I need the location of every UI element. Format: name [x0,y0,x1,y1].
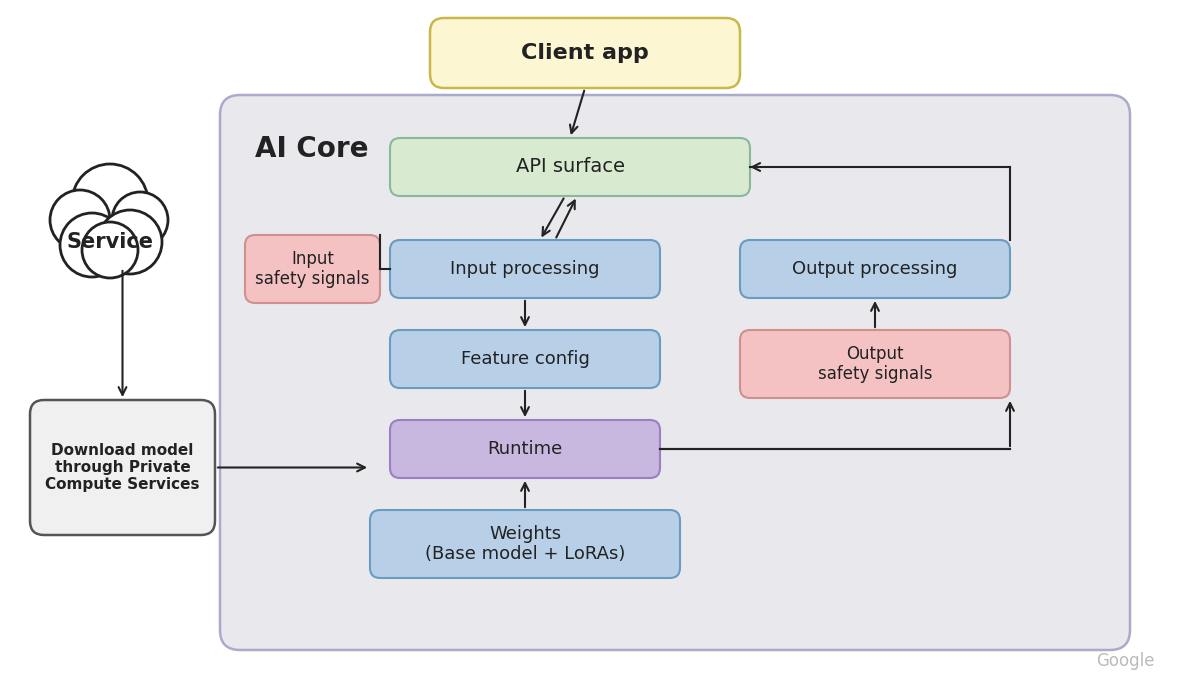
Circle shape [82,222,138,278]
Text: Service: Service [66,232,154,252]
Text: Output
safety signals: Output safety signals [817,345,932,383]
Text: Input
safety signals: Input safety signals [256,250,370,288]
FancyBboxPatch shape [390,240,660,298]
Text: Input processing: Input processing [450,260,600,278]
FancyBboxPatch shape [390,138,750,196]
Circle shape [50,190,110,250]
Text: API surface: API surface [516,157,624,177]
Text: Client app: Client app [521,43,649,63]
Text: Weights
(Base model + LoRAs): Weights (Base model + LoRAs) [425,525,625,563]
Circle shape [98,210,162,274]
FancyBboxPatch shape [740,330,1010,398]
FancyBboxPatch shape [390,420,660,478]
Polygon shape [50,195,170,265]
Text: Google: Google [1097,652,1154,670]
FancyBboxPatch shape [245,235,380,303]
FancyBboxPatch shape [220,95,1130,650]
Text: Download model
through Private
Compute Services: Download model through Private Compute S… [46,443,199,492]
Circle shape [60,213,124,277]
Text: Feature config: Feature config [461,350,589,368]
Circle shape [112,192,168,248]
Circle shape [72,164,148,240]
FancyBboxPatch shape [370,510,680,578]
FancyBboxPatch shape [430,18,740,88]
Text: Runtime: Runtime [487,440,563,458]
FancyBboxPatch shape [390,330,660,388]
FancyBboxPatch shape [30,400,215,535]
FancyBboxPatch shape [740,240,1010,298]
Text: Output processing: Output processing [792,260,958,278]
Text: AI Core: AI Core [256,135,368,163]
